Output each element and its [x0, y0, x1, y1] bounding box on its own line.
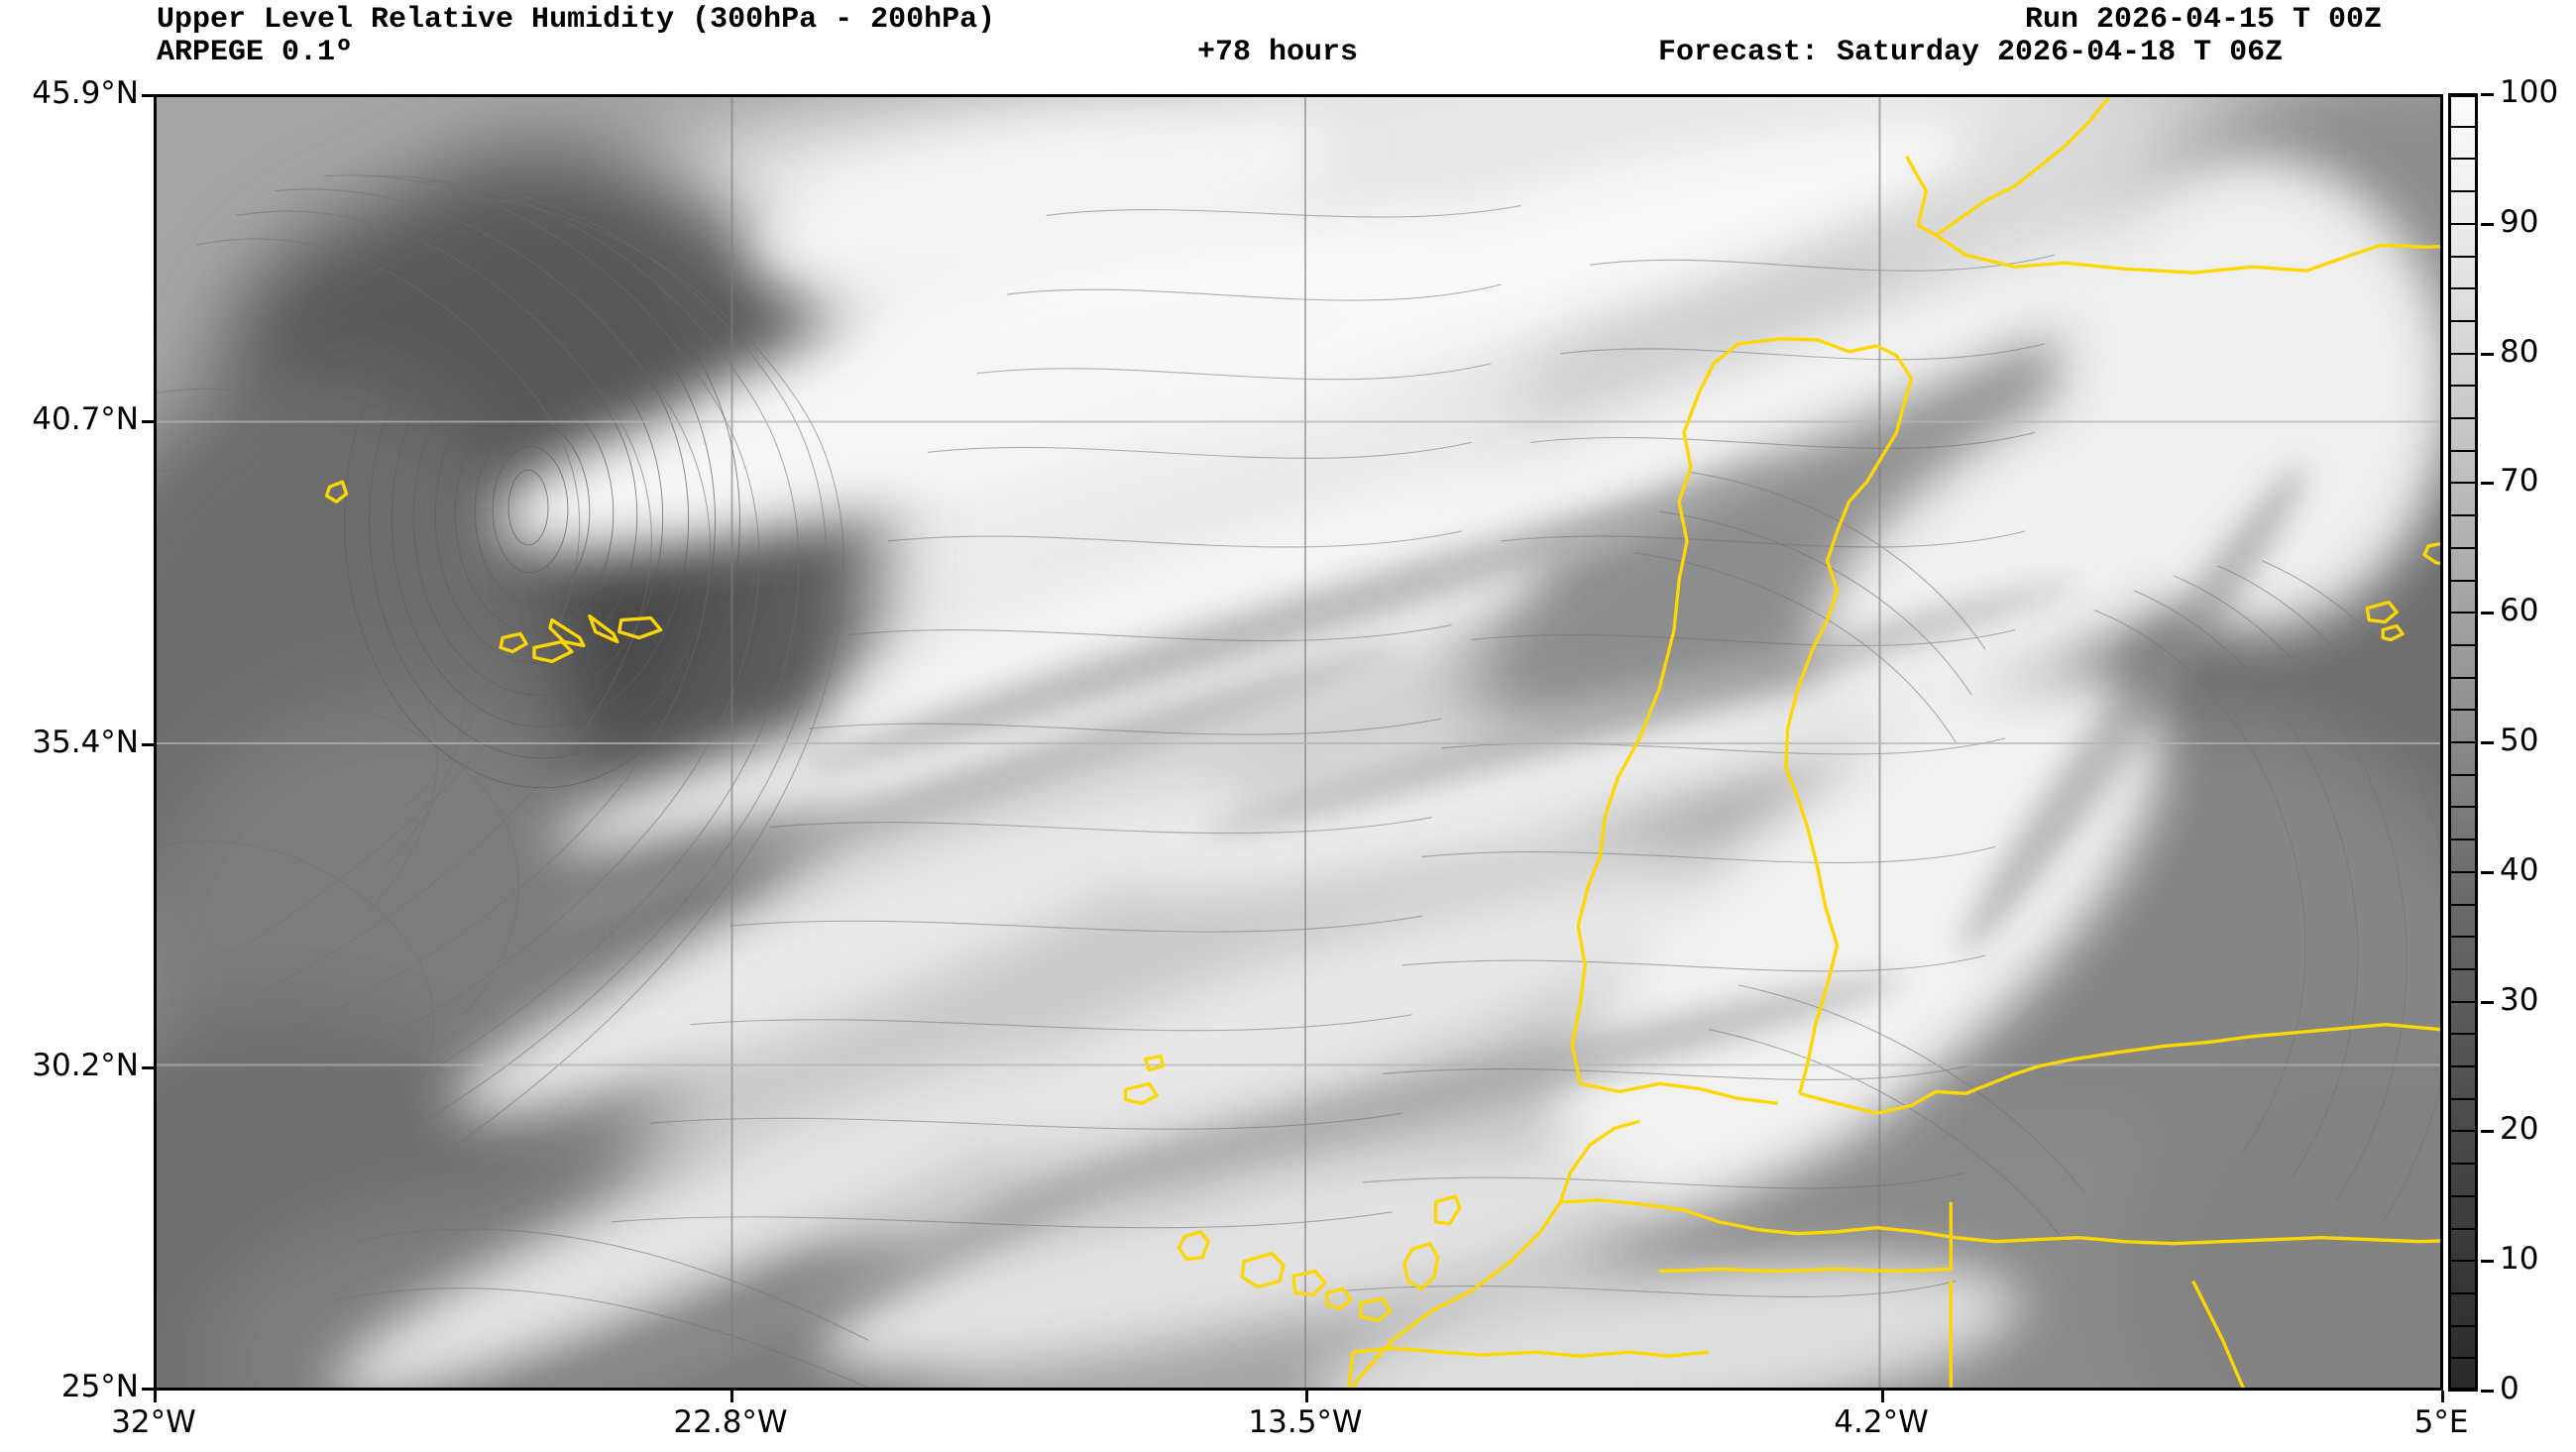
colorbar-minor-tick [2448, 676, 2478, 679]
colorbar-label-0: 0 [2500, 1371, 2520, 1406]
colorbar-minor-tick [2448, 449, 2478, 452]
colorbar-minor-tick [2448, 1291, 2478, 1294]
colorbar-minor-tick [2448, 870, 2478, 873]
colorbar-minor-tick [2448, 1065, 2478, 1067]
colorbar-minor-tick [2448, 1324, 2478, 1327]
map-plot-area[interactable] [154, 94, 2443, 1391]
colorbar-major-tick-10 [2481, 1260, 2494, 1264]
coastline-overlay [324, 97, 2440, 1388]
colorbar-minor-tick [2448, 1097, 2478, 1100]
colorbar-label-30: 30 [2500, 981, 2539, 1018]
xtick-13-5w [1305, 1391, 1308, 1402]
figure-title: Upper Level Relative Humidity (300hPa - … [157, 3, 996, 37]
colorbar-minor-tick [2448, 1357, 2478, 1360]
colorbar-minor-tick [2448, 255, 2478, 258]
colorbar-minor-tick [2448, 222, 2478, 225]
ytick-35-4 [142, 743, 154, 746]
map-gridlines [157, 97, 2440, 1388]
colorbar-label-10: 10 [2500, 1241, 2539, 1278]
colorbar-major-tick-0 [2481, 1390, 2494, 1393]
colorbar-major-tick-30 [2481, 1000, 2494, 1004]
colorbar-minor-tick [2448, 1194, 2478, 1197]
colorbar-minor-tick [2448, 125, 2478, 128]
colorbar-major-tick-20 [2481, 1130, 2494, 1134]
ytick-label-25: 25°N [60, 1369, 139, 1404]
ytick-label-40-7: 40.7°N [32, 401, 139, 437]
colorbar-minor-tick [2448, 806, 2478, 809]
xtick-label-4-2w: 4.2°W [1834, 1404, 1929, 1440]
colorbar-minor-tick [2448, 482, 2478, 485]
ytick-25 [142, 1388, 154, 1391]
colorbar-major-tick-60 [2481, 612, 2494, 615]
relative-humidity-field [157, 97, 2440, 1388]
xtick-22-8w [730, 1391, 733, 1402]
ytick-45-9 [142, 94, 154, 97]
colorbar-minor-tick [2448, 1000, 2478, 1003]
forecast-hour-label: +78 hours [1197, 36, 1359, 69]
colorbar-minor-tick [2448, 1130, 2478, 1133]
colorbar-minor-tick [2448, 417, 2478, 419]
colorbar-minor-tick [2448, 936, 2478, 939]
ytick-40-7 [142, 420, 154, 423]
colorbar-minor-tick [2448, 514, 2478, 517]
colorbar-label-20: 20 [2500, 1111, 2539, 1148]
colorbar-major-tick-70 [2481, 482, 2494, 486]
colorbar-minor-tick [2448, 1033, 2478, 1036]
colorbar-minor-tick [2448, 1163, 2478, 1166]
xtick-label-32w: 32°W [111, 1404, 196, 1440]
colorbar-minor-ticks [2448, 93, 2478, 1392]
colorbar-minor-tick [2448, 287, 2478, 290]
ytick-label-35-4: 35.4°N [32, 725, 139, 760]
colorbar-major-tick-100 [2481, 93, 2494, 96]
contour-lines [157, 174, 2440, 1388]
colorbar-minor-tick [2448, 741, 2478, 743]
colorbar-major-tick-90 [2481, 222, 2494, 226]
colorbar-minor-tick [2448, 385, 2478, 388]
colorbar-label-80: 80 [2500, 333, 2539, 370]
colorbar-minor-tick [2448, 1390, 2478, 1392]
xtick-4-2w [1881, 1391, 1884, 1402]
colorbar-minor-tick [2448, 903, 2478, 906]
colorbar-minor-tick [2448, 319, 2478, 322]
colorbar-minor-tick [2448, 546, 2478, 549]
colorbar-major-tick-50 [2481, 741, 2494, 744]
xtick-label-13-5w: 13.5°W [1248, 1404, 1363, 1440]
colorbar-label-50: 50 [2500, 723, 2539, 758]
ytick-label-30-2: 30.2°N [32, 1048, 139, 1083]
colorbar-label-90: 90 [2500, 203, 2539, 240]
colorbar-minor-tick [2448, 838, 2478, 841]
colorbar-minor-tick [2448, 579, 2478, 582]
colorbar-major-tick-80 [2481, 352, 2494, 356]
xtick-5e [2441, 1391, 2444, 1402]
colorbar-minor-tick [2448, 190, 2478, 193]
colorbar-label-40: 40 [2500, 851, 2539, 888]
colorbar-minor-tick [2448, 709, 2478, 712]
colorbar-label-70: 70 [2500, 463, 2539, 500]
xtick-label-22-8w: 22.8°W [673, 1404, 788, 1440]
model-label: ARPEGE 0.1º [157, 36, 354, 69]
colorbar-minor-tick [2448, 93, 2478, 95]
xtick-32w [154, 1391, 157, 1402]
colorbar-label-100: 100 [2500, 74, 2559, 110]
colorbar-major-tick-40 [2481, 870, 2494, 874]
forecast-valid-label: Forecast: Saturday 2026-04-18 T 06Z [1658, 36, 2284, 69]
run-time-label: Run 2026-04-15 T 00Z [2025, 3, 2383, 37]
colorbar-minor-tick [2448, 612, 2478, 614]
colorbar-label-60: 60 [2500, 593, 2539, 629]
ytick-label-45-9: 45.9°N [32, 75, 139, 111]
colorbar-minor-tick [2448, 773, 2478, 776]
ytick-30-2 [142, 1066, 154, 1069]
colorbar-minor-tick [2448, 352, 2478, 355]
colorbar-minor-tick [2448, 158, 2478, 161]
colorbar-minor-tick [2448, 1260, 2478, 1263]
colorbar-minor-tick [2448, 1227, 2478, 1230]
colorbar-minor-tick [2448, 643, 2478, 646]
xtick-label-5e: 5°E [2413, 1404, 2469, 1440]
colorbar-minor-tick [2448, 967, 2478, 970]
